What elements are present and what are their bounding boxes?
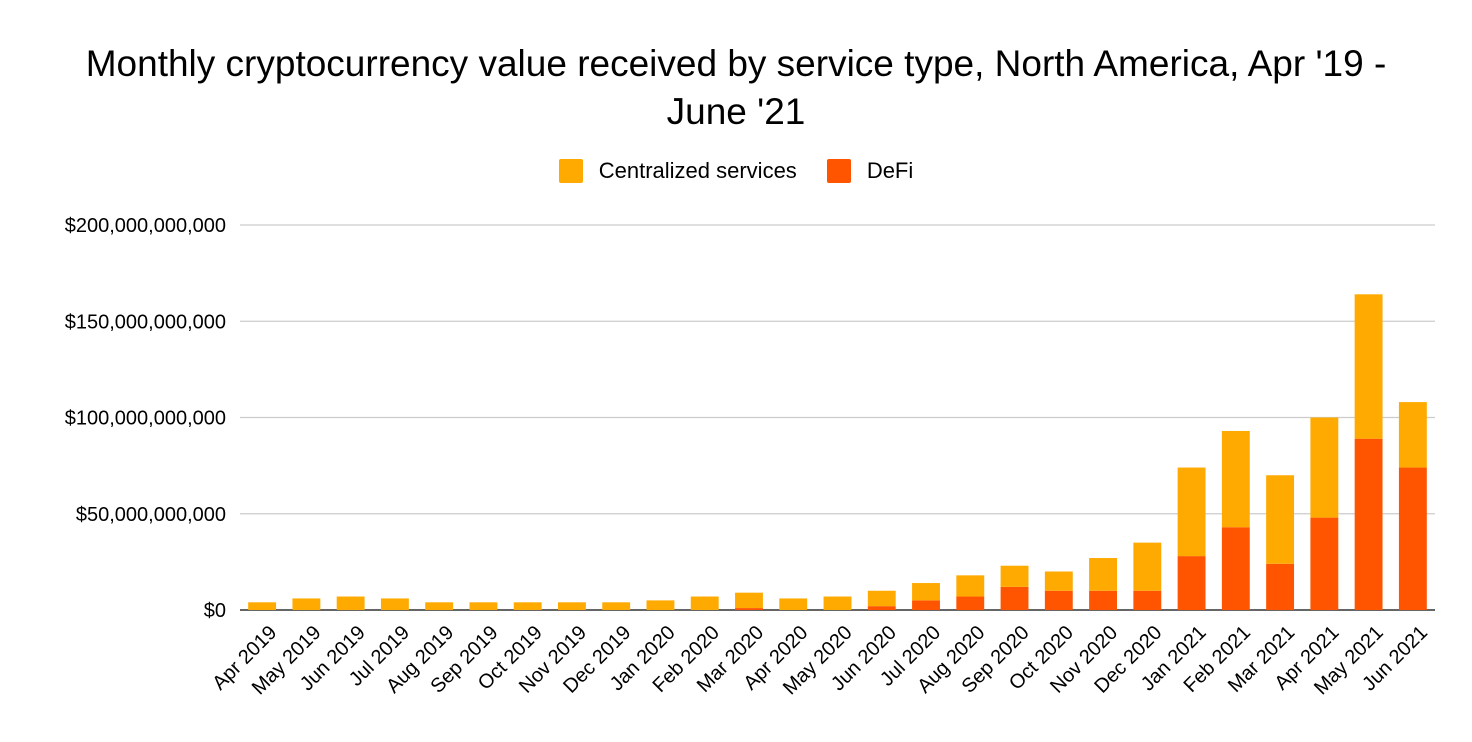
bar-centralized[interactable] xyxy=(513,602,542,610)
bar-centralized[interactable] xyxy=(558,602,586,610)
y-tick-label: $0 xyxy=(204,600,226,622)
chart-title-line-2: June '21 xyxy=(666,91,806,132)
bar-centralized[interactable] xyxy=(690,596,719,610)
bars xyxy=(248,294,1427,610)
bar-centralized[interactable] xyxy=(1221,430,1250,528)
chart-legend: Centralized services DeFi xyxy=(0,158,1472,184)
bar-centralized[interactable] xyxy=(1044,571,1073,591)
bar-centralized[interactable] xyxy=(602,602,631,610)
bar-centralized[interactable] xyxy=(735,592,763,609)
bar-centralized[interactable] xyxy=(1089,558,1117,591)
bar-defi[interactable] xyxy=(1310,517,1339,610)
bar-defi[interactable] xyxy=(912,600,940,610)
bar-defi[interactable] xyxy=(1133,590,1162,610)
bar-centralized[interactable] xyxy=(823,596,852,610)
bar-centralized[interactable] xyxy=(1177,467,1206,557)
bar-centralized[interactable] xyxy=(912,583,940,601)
bar-centralized[interactable] xyxy=(779,598,808,610)
bar-defi[interactable] xyxy=(735,608,763,610)
bar-centralized[interactable] xyxy=(1398,402,1427,468)
bar-centralized[interactable] xyxy=(336,596,365,610)
bar-defi[interactable] xyxy=(1000,586,1029,610)
y-tick-label: $150,000,000,000 xyxy=(65,311,226,333)
bar-centralized[interactable] xyxy=(469,602,498,610)
bar-centralized[interactable] xyxy=(380,598,409,610)
y-tick-label: $100,000,000,000 xyxy=(65,408,226,430)
chart-title-line-1: Monthly cryptocurrency value received by… xyxy=(85,43,1387,84)
bar-centralized[interactable] xyxy=(292,598,321,610)
bar-defi[interactable] xyxy=(1354,438,1383,610)
legend-label-centralized: Centralized services xyxy=(598,158,797,183)
chart-title: Monthly cryptocurrency value received by… xyxy=(0,40,1472,136)
bar-defi[interactable] xyxy=(1089,590,1117,610)
bar-centralized[interactable] xyxy=(646,600,675,610)
legend-item-centralized[interactable]: Centralized services xyxy=(558,158,797,184)
bar-defi[interactable] xyxy=(956,596,985,610)
legend-swatch-defi xyxy=(826,159,851,183)
bar-centralized[interactable] xyxy=(1133,542,1162,591)
legend-label-defi: DeFi xyxy=(866,158,914,183)
bar-defi[interactable] xyxy=(1177,556,1206,610)
bar-centralized[interactable] xyxy=(956,575,985,597)
bar-centralized[interactable] xyxy=(1354,294,1383,439)
gridlines xyxy=(240,224,1435,611)
bar-defi[interactable] xyxy=(1266,563,1295,610)
y-tick-label: $50,000,000,000 xyxy=(76,504,226,526)
legend-swatch-centralized xyxy=(558,159,583,183)
bar-centralized[interactable] xyxy=(867,590,896,607)
bar-defi[interactable] xyxy=(867,606,896,610)
bar-centralized[interactable] xyxy=(425,602,454,610)
bar-centralized[interactable] xyxy=(248,602,277,610)
y-tick-label: $200,000,000,000 xyxy=(65,215,226,237)
bar-centralized[interactable] xyxy=(1000,565,1029,587)
bar-centralized[interactable] xyxy=(1310,417,1339,518)
bar-centralized[interactable] xyxy=(1266,475,1295,564)
y-axis-labels: $0 $50,000,000,000 $100,000,000,000 $150,00… xyxy=(65,215,226,622)
bar-defi[interactable] xyxy=(1044,590,1073,610)
bar-defi[interactable] xyxy=(1221,527,1250,610)
bar-defi[interactable] xyxy=(1398,467,1427,610)
legend-item-defi[interactable]: DeFi xyxy=(826,158,914,184)
